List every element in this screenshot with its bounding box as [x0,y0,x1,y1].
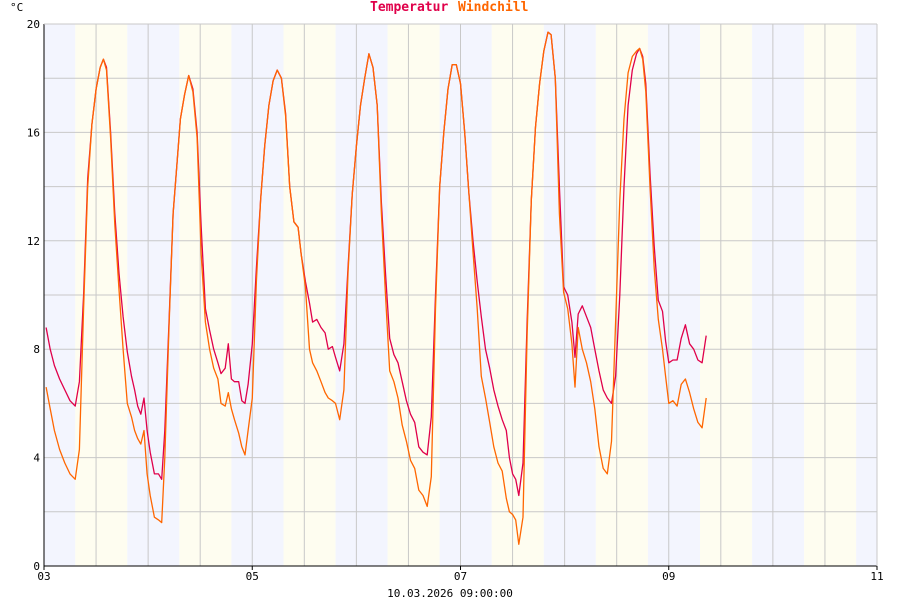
y-tick-label-8: 8 [33,343,40,356]
series-lines [45,31,707,545]
series-line-windchill [45,31,707,545]
x-tick-label-05: 05 [246,570,259,583]
y-tick-label-16: 16 [27,126,40,139]
y-tick-label-0: 0 [33,560,40,573]
x-tick-label-09: 09 [662,570,675,583]
legend-windchill: Windchill [458,0,528,15]
y-unit-label: °C [10,1,23,14]
y-tick-label-4: 4 [33,452,40,465]
axes: 0 4 8 12 16 20 03 05 07 09 11 [27,18,884,583]
x-tick-label-03: 03 [37,570,50,583]
legend-temperatur: Temperatur [370,0,448,15]
x-tick-label-11: 11 [870,570,883,583]
y-tick-label-12: 12 [27,235,40,248]
y-tick-label-20: 20 [27,18,40,31]
x-tick-label-07: 07 [454,570,467,583]
timestamp-label: 10.03.2026 09:00:00 [387,587,513,600]
